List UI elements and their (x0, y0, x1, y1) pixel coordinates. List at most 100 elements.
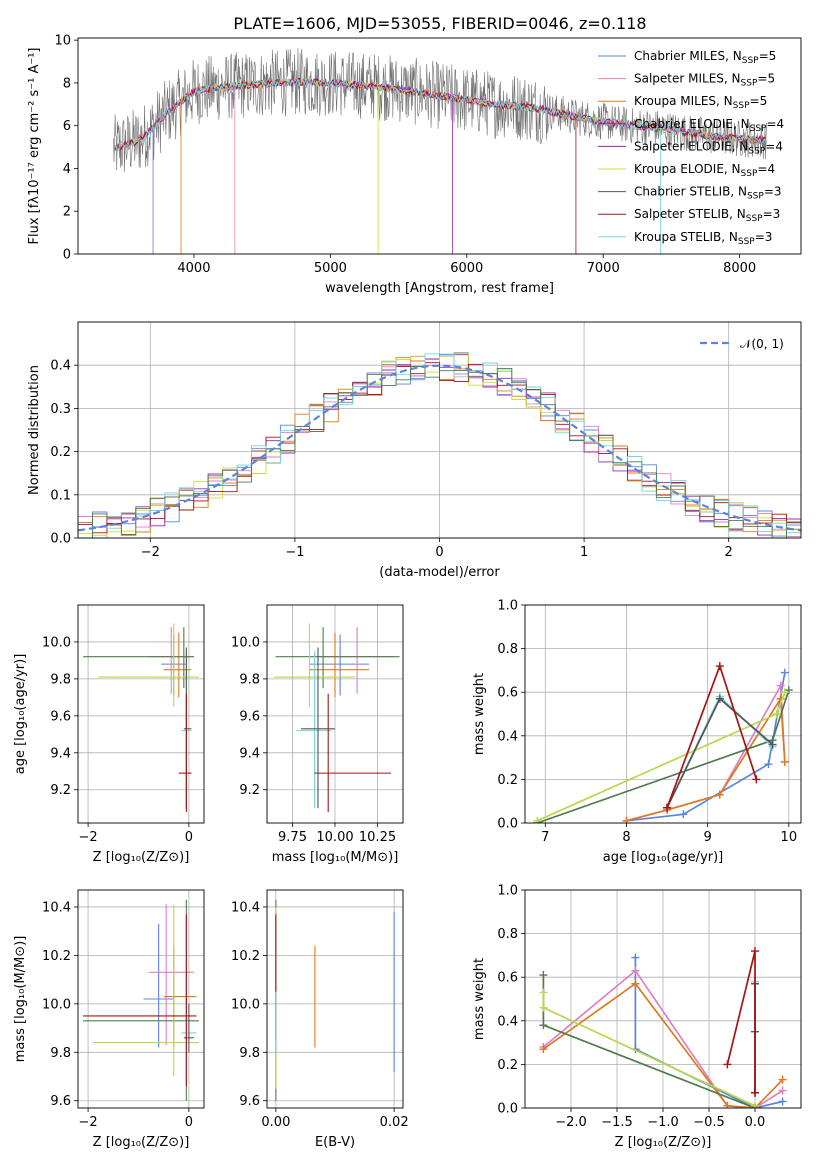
mass_weight_vs_age-point-marker (715, 790, 724, 799)
age_vs_mass-xtick-label: 10.00 (316, 830, 353, 845)
legend-label-main: Kroupa STELIB, N (634, 230, 738, 244)
mass_weight_vs_Z-point-marker (631, 953, 640, 962)
mass_weight_vs_Z-point-marker (539, 1003, 548, 1012)
spectrum-xtick-label: 6000 (450, 261, 483, 276)
mass_weight_vs_Z-point-marker (723, 1060, 732, 1069)
mass_weight_vs_Z-ytick-label: 0.8 (497, 927, 518, 942)
residuals-xlabel: (data-model)/error (379, 565, 500, 580)
mass_weight_vs_Z-point-marker (778, 1097, 787, 1106)
mass_weight_vs_Z-ytick-label: 0.0 (497, 1102, 518, 1117)
legend-label: Kroupa STELIB, NSSP=3 (634, 230, 772, 247)
mass_weight_vs_Z-xlabel: Z [log₁₀(Z/Z⊙)] (615, 1135, 712, 1150)
residuals-xtick-label: 2 (725, 545, 733, 560)
legend-label: Chabrier ELODIE, NSSP=4 (634, 117, 784, 134)
mass_vs_ebv-ytick-label: 9.6 (239, 1094, 260, 1109)
mass_vs_Z-axes: −2 0 9.6 9.8 10.0 10.2 10.4 Z [log₁₀(Z/Z⊙)] mass… (13, 890, 204, 1150)
residuals-xtick-label: −2 (141, 545, 160, 560)
age_vs_mass-frame (266, 604, 404, 824)
legend-label: Kroupa ELODIE, NSSP=4 (634, 162, 775, 179)
mass_weight_vs_Z-series-line (542, 992, 756, 1107)
legend-label-suffix: =3 (755, 230, 773, 244)
spectrum-data-line (113, 48, 767, 173)
legend-label-main: Chabrier STELIB, N (634, 185, 747, 199)
mass_weight_vs_age-point-marker (764, 760, 773, 769)
mass_vs_ebv-ytick-label: 10.2 (231, 949, 260, 964)
legend-label-sub: SSP (750, 124, 767, 134)
residuals-ylabel: Normed distribution (27, 365, 42, 495)
age_vs_mass-xtick-label: 10.25 (359, 830, 396, 845)
legend-label-suffix: =5 (757, 72, 775, 86)
spectrum-xtick-label: 5000 (314, 261, 347, 276)
age_vs_Z-plot (83, 623, 199, 812)
legend-label-main: Chabrier MILES, N (634, 49, 742, 63)
mass_vs_Z-xtick-label: −2 (78, 1115, 97, 1130)
residuals-legend-label: 𝒩(0, 1) (740, 337, 784, 351)
spectrum-ytick-label: 2 (63, 205, 71, 220)
mass_weight_vs_Z-point-marker (631, 966, 640, 975)
residuals-ytick-label: 0.3 (50, 402, 71, 417)
age_vs_Z-axes: −2 0 9.2 9.4 9.6 9.8 10.0 Z [log₁₀(Z/Z⊙)] age [l… (13, 605, 204, 865)
mass_vs_Z-ytick-label: 9.6 (50, 1094, 71, 1109)
spectrum-ytick-label: 8 (63, 76, 71, 91)
mass_weight_vs_Z-xtick-label: −0.5 (693, 1115, 725, 1130)
mass_weight_vs_Z-point-marker (539, 988, 548, 997)
spectrum-xtick-label: 7000 (587, 261, 620, 276)
mass_weight_vs_age-point-marker (784, 686, 793, 695)
mass_vs_Z-plot (83, 899, 199, 1101)
spectrum-xtick-label: 8000 (723, 261, 756, 276)
mass_weight_vs_age-series-line (626, 696, 786, 822)
mass_weight_vs_Z-ytick-label: 0.4 (497, 1014, 518, 1029)
age_vs_Z-xlabel: Z [log₁₀(Z/Z⊙)] (93, 850, 190, 865)
mass_vs_ebv-xtick-label: 0.00 (261, 1115, 290, 1130)
residuals-xtick-label: 1 (580, 545, 588, 560)
mass_vs_Z-ytick-label: 10.0 (42, 997, 71, 1012)
age_vs_Z-xtick-label: −2 (78, 830, 97, 845)
mass_weight_vs_age-plot (533, 662, 793, 823)
mass_weight_vs_age-point-marker (768, 740, 777, 749)
residuals-xtick-label: −1 (285, 545, 304, 560)
legend-label-suffix: =3 (763, 207, 781, 221)
legend-label-sub: SSP (741, 79, 758, 89)
mass_weight_vs_age-point-marker (780, 757, 789, 766)
mass_weight_vs_age-series-line (536, 691, 786, 822)
mass_weight_vs_Z-axes: −2.0 −1.5 −1.0 −0.5 0.0 0.0 0.2 0.4 0.6 0.8 1.0 Z [… (472, 884, 801, 1150)
legend-label-suffix: =3 (764, 185, 782, 199)
residuals-ytick-label: 0.1 (50, 488, 71, 503)
legend-label-sub: SSP (742, 56, 759, 66)
legend-label: Chabrier STELIB, NSSP=3 (634, 185, 782, 202)
spectrum-ylabel: Flux [fλ10⁻¹⁷ erg cm⁻² s⁻¹ A⁻¹] (27, 48, 42, 245)
spectrum-ytick-label: 4 (63, 162, 71, 177)
age_vs_Z-ytick-label: 9.8 (50, 672, 71, 687)
spectrum-xtick-label: 4000 (177, 261, 210, 276)
mass_weight_vs_Z-point-marker (778, 1075, 787, 1084)
legend-label-main: Kroupa MILES, N (634, 94, 733, 108)
spectrum-frame (77, 37, 802, 255)
legend-label-suffix: =4 (766, 117, 784, 131)
mass_weight_vs_Z-xtick-label: 0.0 (745, 1115, 766, 1130)
mass_weight_vs_age-point-marker (715, 694, 724, 703)
legend-label-sub: SSP (738, 237, 755, 247)
mass_weight_vs_Z-point-marker (723, 1101, 732, 1108)
mass_weight_vs_Z-ylabel: mass weight (472, 958, 487, 1040)
mass_vs_ebv-ytick-label: 9.8 (239, 1046, 260, 1061)
mass_vs_ebv-xtick-label: 0.02 (380, 1115, 409, 1130)
mass_vs_Z-ytick-label: 10.2 (42, 949, 71, 964)
mass_weight_vs_age-point-marker (780, 668, 789, 677)
spectrum-ytick-label: 6 (63, 119, 71, 134)
residuals-plot (78, 352, 801, 538)
mass_weight_vs_age-xtick-label: 10 (781, 830, 798, 845)
residual-histogram (78, 366, 801, 538)
spectrum-xlabel: wavelength [Angstrom, rest frame] (325, 281, 554, 296)
age_vs_mass-ytick-label: 9.6 (239, 709, 260, 724)
age_vs_Z-ytick-label: 9.6 (50, 709, 71, 724)
age_vs_mass-ytick-label: 9.4 (239, 746, 260, 761)
residual-histogram (78, 353, 801, 538)
mass_weight_vs_age-ytick-label: 1.0 (497, 599, 518, 614)
legend-label: Salpeter STELIB, NSSP=3 (634, 207, 780, 224)
spectrum-model-line (115, 76, 768, 153)
residuals-frame (77, 321, 802, 539)
mass_weight_vs_age-frame (524, 604, 802, 824)
legend-label-sub: SSP (741, 169, 758, 179)
